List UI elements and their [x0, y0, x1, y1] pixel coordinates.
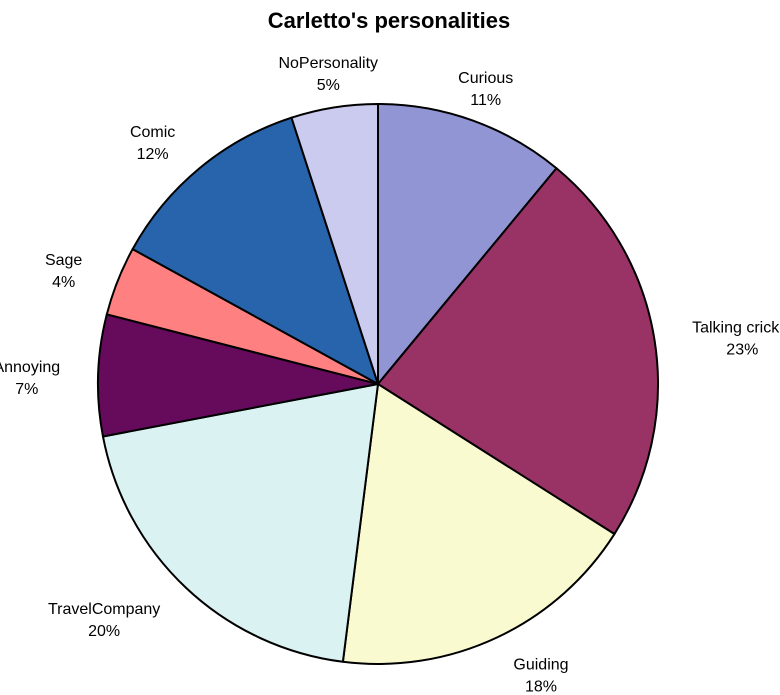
- pie-labels: Curious 11% Talking cricket 23% Guiding 18% Tr…: [0, 55, 780, 695]
- slice-percent-comic: 12%: [137, 146, 169, 163]
- slice-label-guiding: Guiding: [513, 657, 568, 674]
- pie-slice-nopersonality: [290, 103, 379, 385]
- slice-label-talking-cricket: Talking cricket: [692, 319, 780, 336]
- chart-title: Carletto's personalities: [268, 8, 510, 33]
- slice-label-nopersonality: NoPersonality: [278, 55, 378, 72]
- slice-percent-travelcompany: 20%: [88, 623, 120, 640]
- slice-label-annoying: Annoying: [0, 359, 60, 376]
- pie-slice-annoying: [97, 313, 379, 438]
- slice-label-comic: Comic: [130, 124, 175, 141]
- slice-percent-nopersonality: 5%: [317, 77, 340, 94]
- pie-slice-curious: [377, 103, 558, 385]
- pie-slices: [97, 103, 659, 665]
- pie-slice-talking-cricket: [377, 167, 659, 536]
- pie-slice-travelcompany: [101, 383, 379, 663]
- slice-percent-sage: 4%: [52, 274, 75, 291]
- slice-percent-guiding: 18%: [525, 679, 557, 695]
- pie-slice-comic: [131, 116, 379, 385]
- slice-percent-curious: 11%: [470, 92, 501, 109]
- slice-percent-talking-cricket: 23%: [726, 341, 758, 358]
- slice-label-sage: Sage: [45, 252, 82, 269]
- slice-label-curious: Curious: [458, 70, 513, 87]
- slice-label-travelcompany: TravelCompany: [48, 601, 160, 618]
- pie-slice-guiding: [341, 383, 616, 665]
- slice-percent-annoying: 7%: [15, 381, 38, 398]
